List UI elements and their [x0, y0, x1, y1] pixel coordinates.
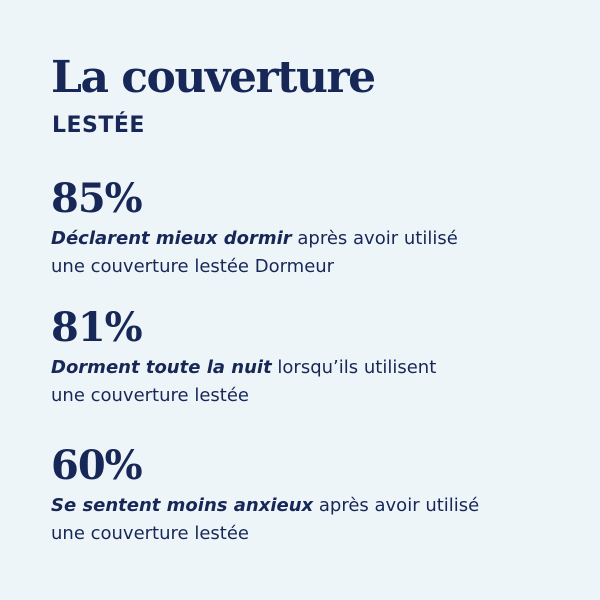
- stat-block: 60% Se sentent moins anxieux après avoir…: [51, 444, 531, 548]
- stat-description: Se sentent moins anxieux après avoir uti…: [51, 492, 531, 548]
- page-subtitle: LESTÉE: [52, 113, 145, 138]
- stat-percent: 60%: [51, 442, 143, 489]
- stat-percent: 85%: [51, 175, 143, 222]
- stat-text: lorsqu’ils utilisent: [271, 357, 437, 378]
- page-title: La couverture: [51, 52, 376, 103]
- stat-emphasis: Se sentent moins anxieux: [51, 495, 314, 516]
- stat-text-line2: une couverture lestée: [51, 385, 249, 406]
- stat-emphasis: Dorment toute la nuit: [51, 357, 272, 378]
- stat-emphasis: Déclarent mieux dormir: [51, 228, 292, 249]
- stat-text: après avoir utilisé: [291, 228, 458, 249]
- stat-text-line2: une couverture lestée: [51, 523, 249, 544]
- stat-percent: 81%: [51, 304, 143, 351]
- stat-description: Dorment toute la nuit lorsqu’ils utilise…: [51, 354, 531, 410]
- stat-text-line2: une couverture lestée Dormeur: [51, 256, 335, 277]
- stat-description: Déclarent mieux dormir après avoir utili…: [51, 225, 531, 281]
- stat-text: après avoir utilisé: [313, 495, 480, 516]
- stat-block: 85% Déclarent mieux dormir après avoir u…: [51, 177, 531, 281]
- stat-block: 81% Dorment toute la nuit lorsqu’ils uti…: [51, 306, 531, 410]
